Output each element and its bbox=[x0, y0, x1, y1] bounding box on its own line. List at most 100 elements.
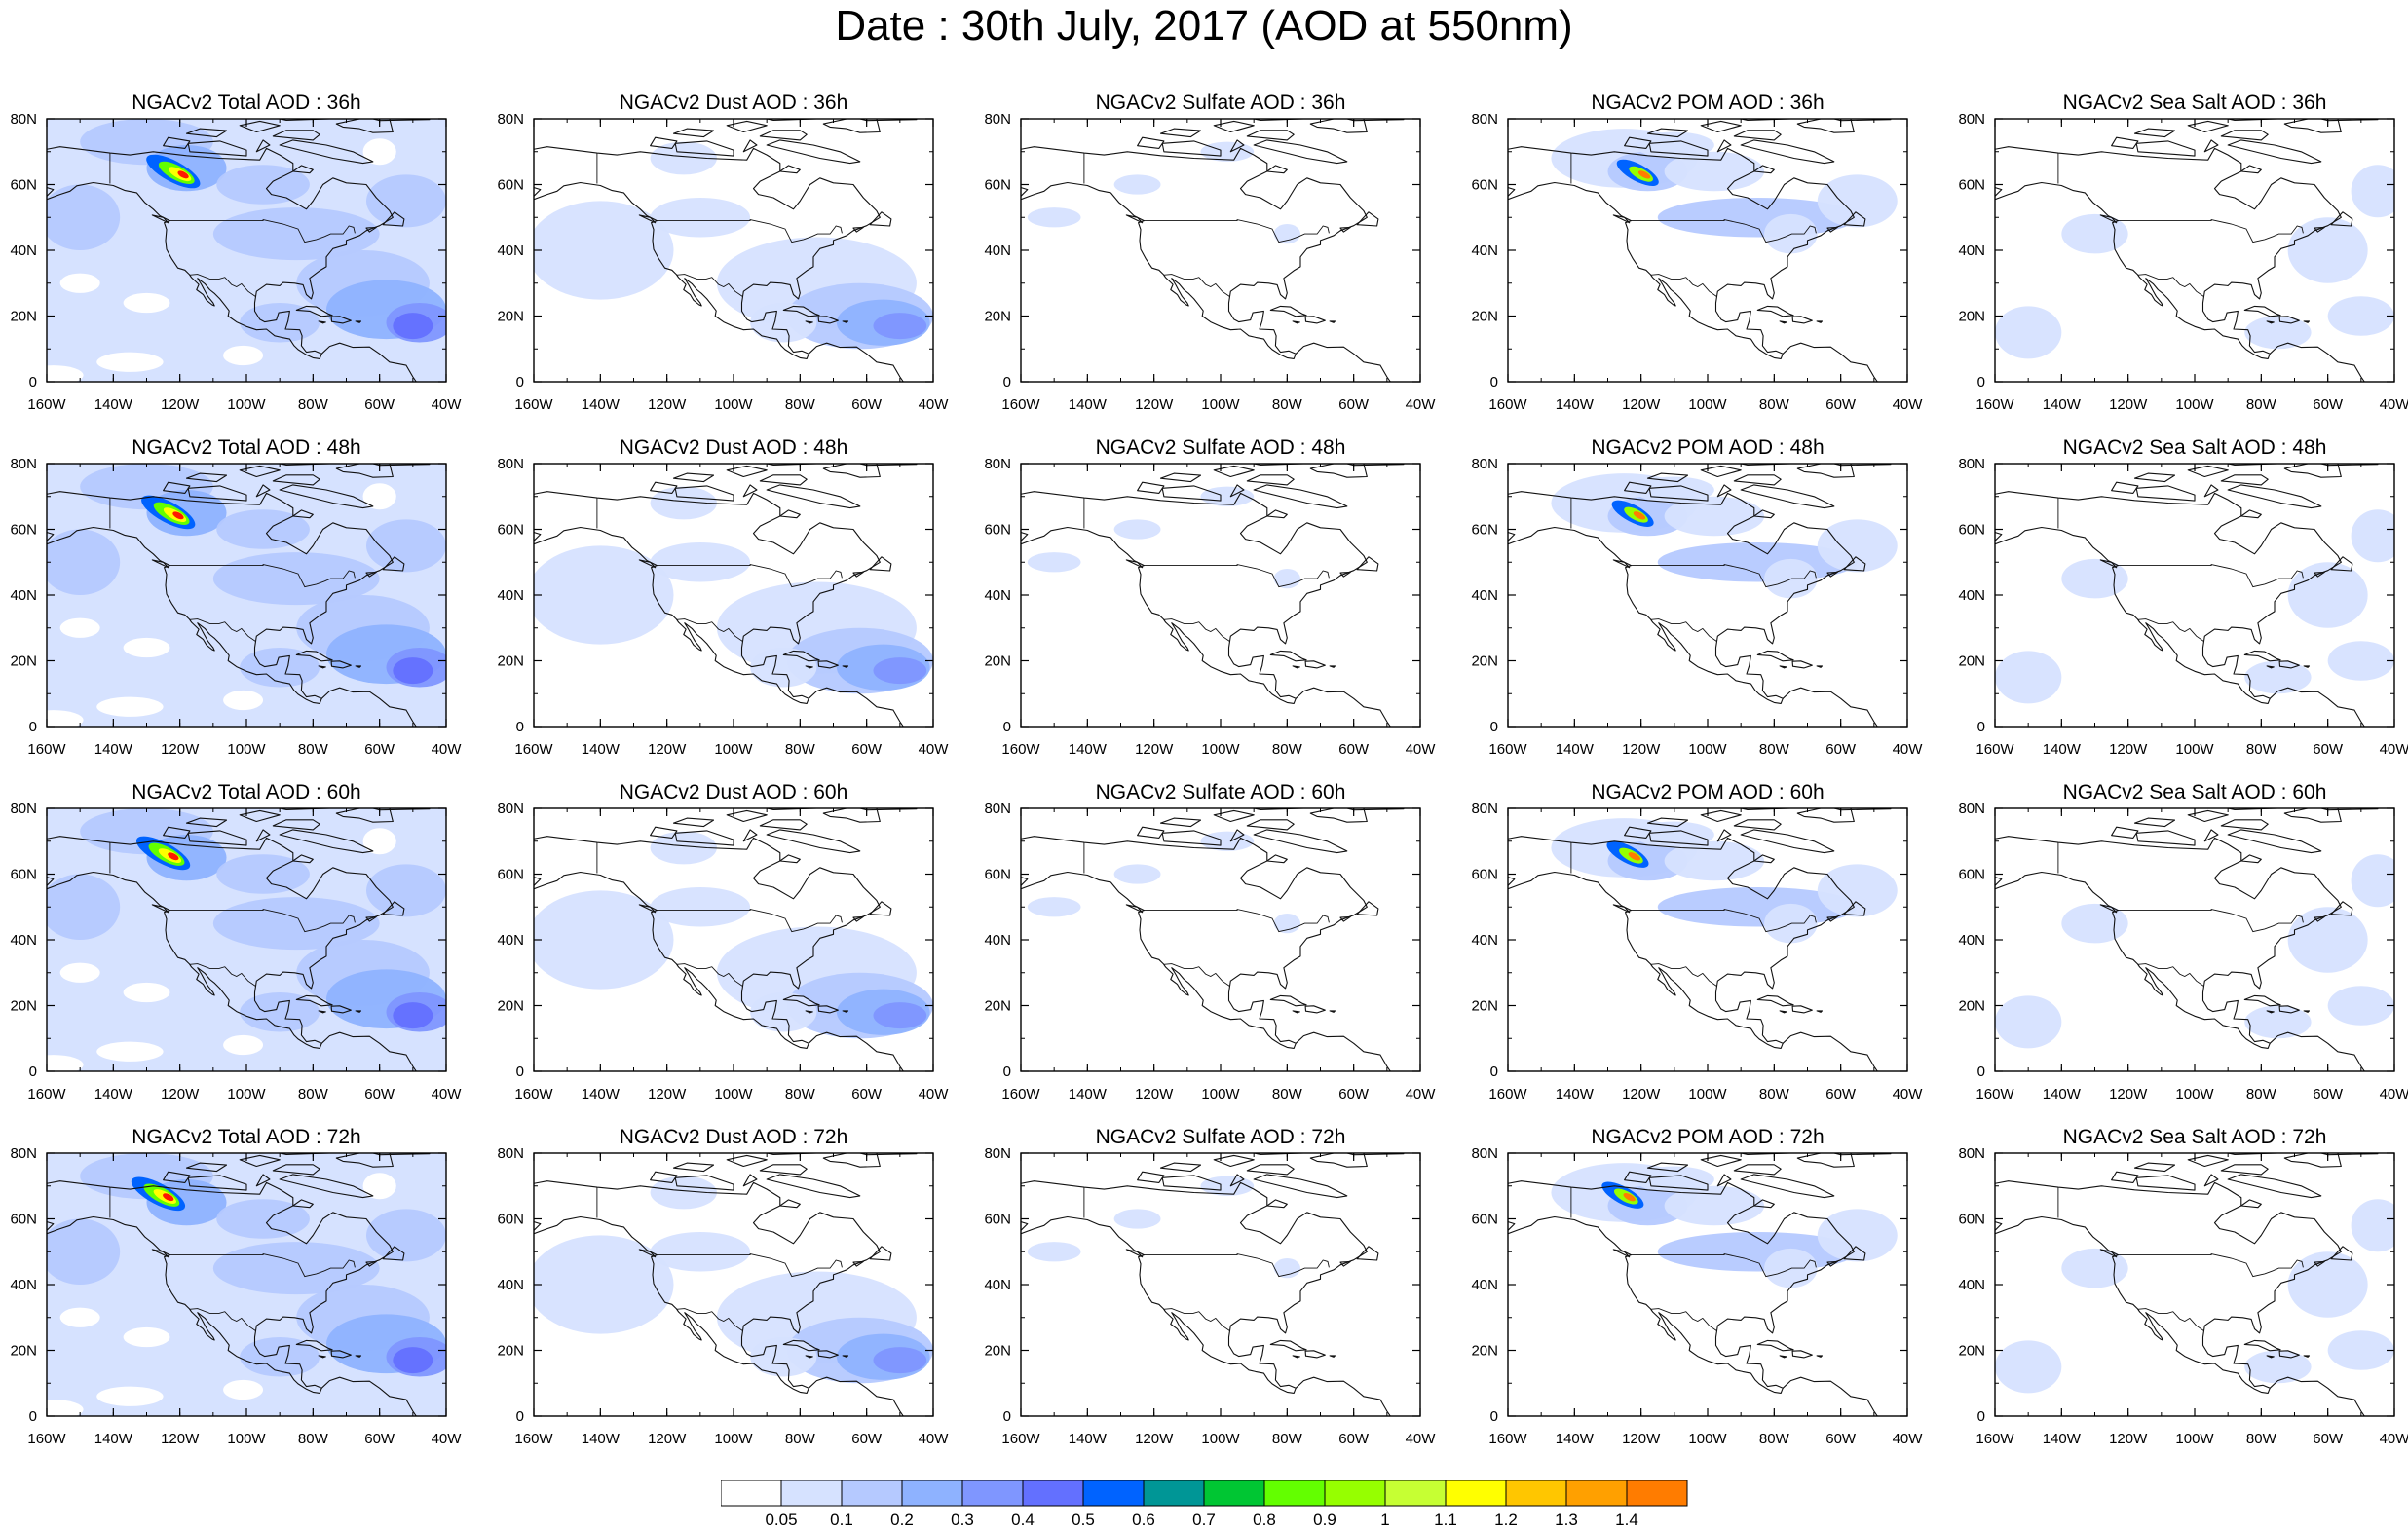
main-title: Date : 30th July, 2017 (AOD at 550nm) bbox=[835, 2, 1573, 50]
island-outline bbox=[239, 809, 281, 823]
country-border bbox=[1650, 618, 1717, 642]
map-panel: NGACv2 Total AOD : 60h 160W 140W 120W 100W 80… bbox=[10, 781, 462, 1102]
island-outline bbox=[2278, 660, 2300, 669]
island-outline bbox=[1292, 665, 1300, 669]
lat-tick-label: 0 bbox=[1977, 719, 1985, 735]
island-outline bbox=[2203, 1174, 2219, 1187]
aod-clear-region bbox=[47, 1400, 84, 1416]
island-outline bbox=[869, 211, 892, 227]
island-outline bbox=[1339, 915, 1351, 922]
island-outline bbox=[1253, 484, 1348, 509]
aod-region bbox=[1273, 224, 1300, 244]
island-outline bbox=[1843, 901, 1866, 916]
island-outline bbox=[1791, 1350, 1813, 1359]
coastline-south-america bbox=[808, 1376, 904, 1416]
island-outline bbox=[726, 809, 768, 823]
aod-field bbox=[1508, 1153, 1907, 1416]
island-outline bbox=[1796, 119, 1855, 133]
colorbar-swatch bbox=[901, 1480, 963, 1507]
island-outline bbox=[1612, 214, 1631, 224]
lat-tick-label: 40N bbox=[497, 1277, 524, 1293]
island-outline bbox=[1779, 320, 1787, 324]
island-outline bbox=[2099, 214, 2118, 224]
island-outline bbox=[2283, 808, 2342, 823]
lat-tick-label: 40N bbox=[1958, 932, 1985, 949]
lon-tick-label: 120W bbox=[1135, 396, 1174, 413]
aod-region bbox=[873, 1002, 927, 1029]
island-outline bbox=[822, 464, 881, 478]
island-outline bbox=[2220, 1164, 2269, 1176]
island-outline bbox=[869, 556, 892, 572]
lat-tick-label: 80N bbox=[1471, 1145, 1498, 1162]
island-outline bbox=[1756, 1339, 1794, 1352]
aod-region bbox=[366, 864, 446, 917]
aod-clear-region bbox=[362, 828, 396, 855]
island-outline bbox=[2220, 130, 2269, 141]
lat-tick-label: 20N bbox=[984, 998, 1011, 1015]
aod-region bbox=[534, 545, 674, 645]
lat-tick-label: 0 bbox=[29, 719, 37, 735]
lon-tick-label: 140W bbox=[94, 741, 133, 758]
island-outline bbox=[295, 994, 333, 1007]
island-outline bbox=[1612, 1249, 1631, 1258]
map-panel: NGACv2 Dust AOD : 60h 160W 140W 120W 100W 80W… bbox=[497, 781, 949, 1102]
island-outline bbox=[1246, 474, 1295, 486]
aod-clear-region bbox=[96, 696, 164, 717]
island-outline bbox=[279, 829, 374, 854]
island-outline bbox=[766, 829, 861, 854]
map-panel: NGACv2 Dust AOD : 72h 160W 140W 120W 100W 80W… bbox=[497, 1126, 949, 1447]
aod-region bbox=[2327, 296, 2394, 336]
aod-region bbox=[2061, 558, 2128, 599]
lon-tick-label: 60W bbox=[851, 396, 883, 413]
island-outline bbox=[1624, 1171, 1652, 1183]
island-outline bbox=[650, 136, 678, 149]
island-outline bbox=[1159, 1162, 1202, 1173]
island-outline bbox=[1269, 1339, 1307, 1352]
map-panel: NGACv2 Dust AOD : 48h 160W 140W 120W 100W 80W… bbox=[497, 436, 949, 758]
island-outline bbox=[842, 1355, 849, 1358]
island-outline bbox=[1646, 128, 1689, 138]
aod-background bbox=[1021, 1153, 1420, 1416]
lat-tick-label: 80N bbox=[984, 111, 1011, 128]
aod-region bbox=[534, 890, 674, 990]
lat-tick-label: 0 bbox=[516, 719, 524, 735]
coastline-south-america bbox=[1295, 687, 1391, 727]
country-border bbox=[189, 1308, 256, 1331]
lat-tick-label: 20N bbox=[10, 309, 37, 325]
lon-tick-label: 100W bbox=[1688, 396, 1727, 413]
island-outline bbox=[2314, 915, 2325, 922]
island-outline bbox=[1716, 484, 1732, 498]
aod-region bbox=[2287, 217, 2368, 283]
island-outline bbox=[852, 1260, 864, 1267]
island-outline bbox=[822, 1153, 881, 1168]
island-outline bbox=[2283, 1153, 2342, 1168]
island-outline bbox=[782, 305, 820, 317]
map-panel: NGACv2 Sulfate AOD : 72h 160W 140W 120W 100W… bbox=[984, 1126, 1436, 1447]
lat-tick-label: 60N bbox=[497, 867, 524, 883]
lat-tick-label: 0 bbox=[1003, 719, 1011, 735]
lat-tick-label: 60N bbox=[497, 522, 524, 539]
aod-region bbox=[2244, 660, 2312, 694]
island-outline bbox=[1269, 305, 1307, 317]
lon-tick-label: 160W bbox=[514, 1431, 553, 1447]
country-border bbox=[1144, 909, 1330, 933]
aod-clear-region bbox=[362, 483, 396, 510]
lon-tick-label: 80W bbox=[1759, 1086, 1790, 1102]
lon-tick-label: 120W bbox=[2109, 741, 2148, 758]
coastline-south-america bbox=[320, 1376, 417, 1416]
island-outline bbox=[1796, 464, 1855, 478]
island-outline bbox=[1716, 829, 1732, 842]
coastline-south-america bbox=[1295, 1031, 1391, 1071]
lon-tick-label: 40W bbox=[432, 1086, 463, 1102]
lat-tick-label: 40N bbox=[497, 932, 524, 949]
lat-tick-label: 0 bbox=[29, 374, 37, 391]
colorbar-label: 1.2 bbox=[1494, 1511, 1518, 1529]
lat-tick-label: 40N bbox=[1471, 243, 1498, 259]
island-outline bbox=[1309, 464, 1368, 478]
aod-region bbox=[1817, 519, 1898, 573]
colorbar-swatch bbox=[780, 1480, 843, 1507]
island-outline bbox=[817, 1350, 839, 1359]
lon-tick-label: 80W bbox=[2246, 1431, 2277, 1447]
aod-region bbox=[1634, 131, 1714, 159]
lon-tick-label: 100W bbox=[227, 741, 266, 758]
